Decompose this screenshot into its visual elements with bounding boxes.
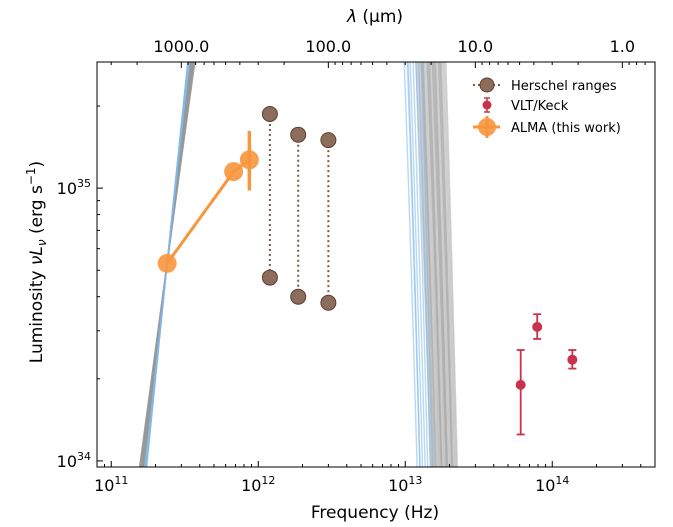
model-curve <box>140 62 434 467</box>
model-curve <box>140 62 450 467</box>
model-curve <box>141 62 435 467</box>
model-curve <box>138 62 448 467</box>
model-curve <box>141 62 451 467</box>
x-axis-label: Frequency (Hz) <box>311 503 439 523</box>
model-curve <box>139 62 433 467</box>
top-tick-labels: 1000.0 100.0 10.0 1.0 <box>153 37 635 56</box>
herschel-point <box>320 132 337 149</box>
model-curve <box>139 62 438 467</box>
legend-herschel: Herschel ranges <box>473 77 617 94</box>
legend-vlt-keck-label: VLT/Keck <box>511 99 569 114</box>
top-tick-label: 100.0 <box>305 37 351 56</box>
top-tick-label: 1.0 <box>610 37 635 56</box>
x-tick-label: 1014 <box>535 474 569 495</box>
herschel-point <box>261 105 278 122</box>
herschel-point <box>290 288 307 305</box>
model-curve <box>144 62 418 467</box>
legend-alma-label: ALMA (this work) <box>511 121 621 136</box>
y-tick-label: 1035 <box>57 177 91 198</box>
y-axis-label: Luminosity νLν (erg s−1) <box>24 161 49 363</box>
legend: Herschel ranges VLT/Keck ALMA (this work… <box>473 77 621 138</box>
legend-vlt-keck: VLT/Keck <box>482 97 569 114</box>
legend-herschel-label: Herschel ranges <box>511 79 617 94</box>
model-curve <box>141 62 455 467</box>
vlt-keck-series <box>515 313 578 436</box>
alma-series <box>157 130 259 273</box>
blue-model-curves <box>144 62 434 467</box>
axis-ticks <box>96 62 656 467</box>
plot-frame <box>96 61 656 468</box>
model-curve <box>140 62 445 467</box>
alma-point <box>157 253 177 273</box>
top-tick-label: 10.0 <box>458 37 494 56</box>
y-tick-labels: 1034 1035 <box>57 177 91 471</box>
alma-point <box>224 162 244 182</box>
x-tick-label: 1011 <box>94 474 128 495</box>
herschel-point <box>320 294 337 311</box>
model-curve <box>140 62 440 467</box>
model-curve <box>139 62 453 467</box>
legend-alma: ALMA (this work) <box>473 116 621 138</box>
vlt-point <box>532 321 543 332</box>
herschel-point <box>290 126 307 143</box>
model-curve <box>139 62 439 467</box>
top-tick-label: 1000.0 <box>153 37 209 56</box>
alma-point <box>239 150 259 170</box>
model-curve <box>141 62 446 467</box>
model-curve <box>141 62 452 467</box>
herschel-point <box>261 269 278 286</box>
model-curve <box>138 62 443 467</box>
x-tick-labels: 1011 1012 1013 1014 <box>94 474 569 495</box>
model-curve <box>140 62 454 467</box>
y-tick-label: 1034 <box>57 450 91 471</box>
x-tick-label: 1012 <box>241 474 275 495</box>
top-axis-label: λ (μm) <box>346 7 403 27</box>
model-curve <box>139 62 449 467</box>
model-curve <box>141 62 441 467</box>
model-curve <box>139 62 444 467</box>
herschel-series <box>261 105 337 311</box>
model-curve <box>139 62 432 467</box>
vlt-point <box>515 379 526 390</box>
x-tick-label: 1013 <box>388 474 422 495</box>
vlt-point <box>567 354 578 365</box>
model-curve <box>141 62 457 467</box>
